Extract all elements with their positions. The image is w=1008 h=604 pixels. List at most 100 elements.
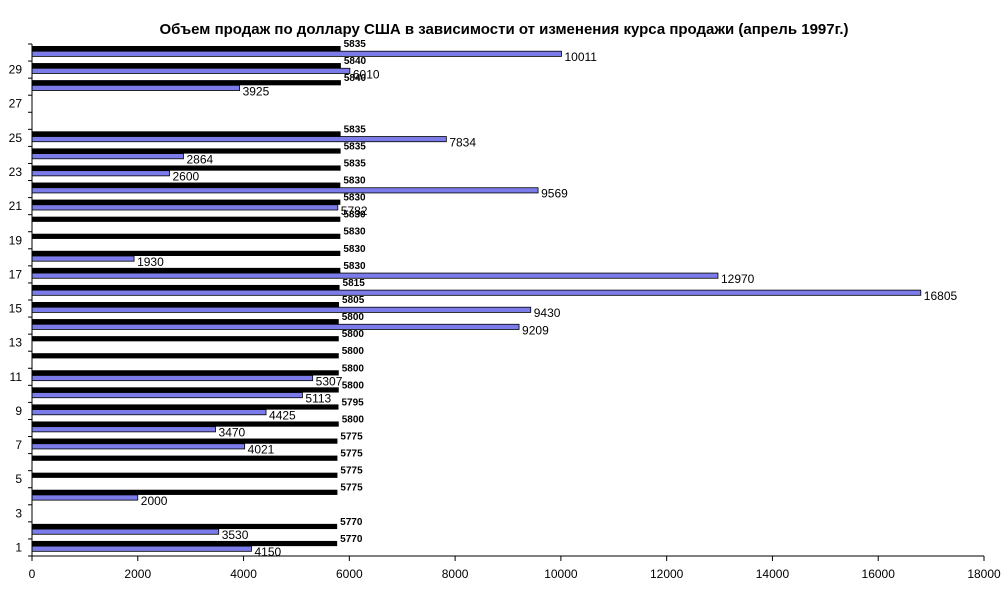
y-tick-label: 11 <box>10 370 23 384</box>
volume-data-label: 10011 <box>564 50 597 64</box>
volume-data-label: 2864 <box>186 153 213 167</box>
y-tick-label: 19 <box>9 233 23 247</box>
x-tick-label: 2000 <box>124 567 151 581</box>
rate-bar <box>32 455 338 461</box>
x-tick-label: 10000 <box>544 567 578 581</box>
rate-bar <box>32 404 339 410</box>
volume-data-label: 4425 <box>269 409 296 423</box>
rate-data-label: 5830 <box>343 227 366 238</box>
volume-bar <box>31 136 447 143</box>
rate-bar <box>32 199 341 205</box>
volume-bar <box>31 323 520 330</box>
rate-bar <box>32 148 341 154</box>
y-tick-label: 15 <box>9 302 23 316</box>
rate-bar <box>32 523 338 530</box>
volume-data-label: 12970 <box>721 272 755 286</box>
x-tick-label: 8000 <box>442 567 469 581</box>
rate-data-label: 5800 <box>342 363 365 374</box>
volume-bar <box>31 426 216 433</box>
y-tick-label: 27 <box>9 97 23 111</box>
volume-data-label: 5782 <box>341 204 368 218</box>
rate-bar <box>32 165 341 171</box>
rate-data-label: 5835 <box>344 158 367 169</box>
rate-bar <box>32 472 338 478</box>
rate-data-label: 5800 <box>342 414 365 425</box>
volume-bar <box>31 392 303 399</box>
volume-data-label: 2000 <box>141 494 168 508</box>
volume-bar <box>31 306 532 313</box>
rate-data-label: 5770 <box>340 517 363 528</box>
rate-bar <box>32 216 341 222</box>
rate-data-label: 5775 <box>340 466 363 477</box>
volume-data-label: 9430 <box>534 306 561 320</box>
x-tick-label: 12000 <box>650 567 684 581</box>
rate-data-label: 5775 <box>340 483 363 494</box>
volume-data-label: 5307 <box>316 374 343 388</box>
rate-data-label: 5830 <box>343 244 366 255</box>
volume-bar <box>31 187 539 194</box>
y-tick-label: 23 <box>9 165 23 179</box>
x-tick-label: 14000 <box>756 567 790 581</box>
rate-data-label: 5815 <box>343 278 366 289</box>
volume-data-label: 6010 <box>353 67 380 81</box>
volume-bar <box>31 528 220 535</box>
rate-bar <box>32 438 338 444</box>
volume-data-label: 5113 <box>305 392 331 406</box>
rate-bar <box>32 319 339 325</box>
x-tick-label: 6000 <box>336 567 363 581</box>
rate-bar <box>32 46 341 52</box>
volume-data-label: 3530 <box>222 528 249 542</box>
chart-title: Объем продаж по доллару США в зависимост… <box>159 21 849 38</box>
volume-data-label: 4150 <box>254 545 281 559</box>
rate-data-label: 5795 <box>341 397 364 408</box>
volume-bar <box>31 50 562 57</box>
volume-bar <box>31 289 922 296</box>
rate-data-label: 5800 <box>342 380 365 391</box>
y-tick-label: 17 <box>9 267 23 281</box>
rate-bar <box>32 182 341 188</box>
volume-bar <box>31 443 246 450</box>
volume-data-label: 16805 <box>924 289 958 303</box>
volume-bar <box>31 409 267 416</box>
volume-bar <box>31 375 314 382</box>
y-tick-label: 21 <box>9 199 23 213</box>
y-tick-label: 25 <box>9 131 23 145</box>
rate-data-label: 5775 <box>340 449 363 460</box>
x-tick-label: 4000 <box>230 567 257 581</box>
volume-data-label: 2600 <box>173 170 200 184</box>
volume-data-label: 1930 <box>137 255 164 269</box>
rate-bar <box>32 370 339 376</box>
x-tick-label: 18000 <box>967 567 1001 581</box>
volume-data-label: 4021 <box>248 443 275 457</box>
rate-data-label: 5805 <box>342 295 365 306</box>
rate-bar <box>32 387 339 393</box>
rate-data-label: 5840 <box>344 56 367 67</box>
y-tick-label: 13 <box>9 336 23 350</box>
rate-bar <box>32 353 339 359</box>
volume-bar <box>31 153 184 160</box>
rate-bar <box>32 233 341 239</box>
rate-bar <box>32 267 341 274</box>
volume-data-label: 3470 <box>219 426 246 440</box>
rate-bar <box>32 80 341 86</box>
rate-data-label: 5800 <box>342 312 365 323</box>
rate-data-label: 5835 <box>344 39 367 50</box>
volume-bar <box>31 494 139 501</box>
x-tick-label: 0 <box>29 567 36 581</box>
y-tick-label: 7 <box>15 438 22 452</box>
rate-bar <box>32 63 341 69</box>
rate-bar <box>32 284 340 291</box>
rate-data-label: 5835 <box>344 124 367 135</box>
rate-data-label: 5830 <box>343 210 366 221</box>
y-tick-label: 1 <box>15 540 22 554</box>
x-tick-label: 16000 <box>862 567 896 581</box>
volume-bar <box>31 67 351 74</box>
volume-data-label: 3925 <box>243 84 270 98</box>
y-tick-label: 5 <box>15 472 22 486</box>
rate-data-label: 5770 <box>340 534 363 545</box>
rate-bar <box>32 489 338 495</box>
volume-bar <box>31 272 719 279</box>
rate-bar <box>32 336 339 342</box>
